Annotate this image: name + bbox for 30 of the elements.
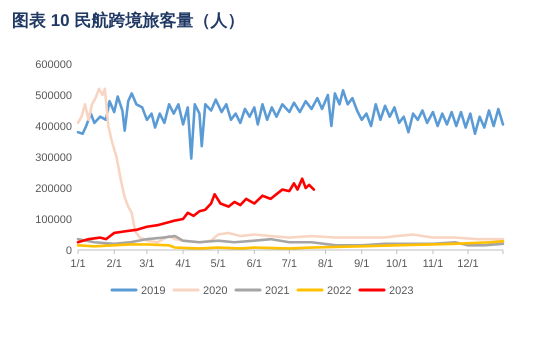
x-tick-label: 5/1 [210,258,226,270]
legend-item: 2023 [358,285,414,297]
legend-label: 2019 [141,285,166,297]
legend-label: 2021 [265,285,290,297]
legend-item: 2020 [172,285,228,297]
x-tick-label: 9/1 [354,258,370,270]
x-tick-label: 7/1 [282,258,297,270]
y-tick-label: 400000 [35,121,72,133]
x-tick-label: 8/1 [318,258,334,270]
legend-label: 2022 [327,285,352,297]
x-tick-label: 10/1 [386,258,408,270]
x-tick-label: 2/1 [106,258,122,270]
y-tick-label: 100000 [35,214,72,226]
chart-title: 图表 10 民航跨境旅客量（人） [12,11,244,30]
y-tick-label: 300000 [35,152,72,164]
x-tick-label: 1/1 [70,258,86,270]
y-tick-label: 0 [66,245,72,257]
legend-label: 2020 [203,285,228,297]
y-tick-label: 200000 [35,183,72,195]
legend-item: 2021 [234,285,290,297]
legend-item: 2022 [296,285,352,297]
x-tick-label: 11/1 [422,258,444,270]
y-tick-label: 600000 [35,59,72,71]
x-tick-label: 4/1 [175,258,191,270]
x-tick-label: 12/1 [457,258,479,270]
legend-label: 2023 [389,285,414,297]
y-tick-label: 500000 [35,90,72,102]
x-tick-label: 6/1 [246,258,262,270]
x-tick-label: 3/1 [139,258,155,270]
legend-item: 2019 [110,285,166,297]
